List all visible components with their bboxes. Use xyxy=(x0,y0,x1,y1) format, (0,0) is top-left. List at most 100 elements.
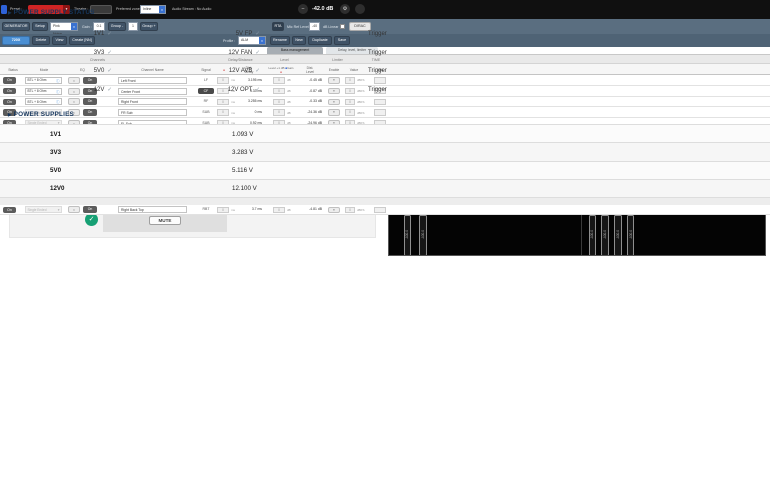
eq-on-button[interactable]: On xyxy=(83,109,97,117)
gain-stepper[interactable]: 0.1 xyxy=(93,22,105,31)
channel-on-button[interactable]: On xyxy=(3,98,16,106)
signal-label[interactable]: LF xyxy=(203,77,209,82)
limiter-enable-button[interactable]: ≡ xyxy=(328,87,340,95)
profile-dropdown[interactable]: ALM xyxy=(238,36,266,45)
preferred-zone-dropdown[interactable]: Inline xyxy=(140,5,166,14)
delay-stepper[interactable]: 0 xyxy=(217,98,229,106)
level-stepper[interactable]: 0 xyxy=(273,98,285,106)
eq-on-button[interactable]: On xyxy=(83,98,97,106)
signal-label[interactable]: RF xyxy=(203,99,209,104)
generator-button[interactable]: GENERATOR xyxy=(2,22,30,31)
channel-name-input[interactable]: Left Front xyxy=(118,76,187,84)
group-plus-button[interactable]: Group + xyxy=(140,22,158,31)
mode-dropdown[interactable]: BTL + 8 Ohm ⓘ xyxy=(25,76,62,84)
channel-on-button[interactable]: On xyxy=(3,206,16,214)
eq-edit-button[interactable]: ≈ xyxy=(68,206,80,214)
dim-icon[interactable]: − xyxy=(298,4,308,14)
mode-dropdown[interactable]: BTL + 8 Ohm ⓘ xyxy=(25,87,62,95)
channel-on-button[interactable]: On xyxy=(3,87,16,95)
preset-dropdown[interactable] xyxy=(28,5,70,14)
eq-edit-button[interactable]: ≈ xyxy=(68,109,80,117)
linear-checkbox[interactable] xyxy=(340,24,345,29)
mic-ref-stepper[interactable]: -40 xyxy=(309,22,320,31)
tab-bass-management[interactable]: Bass management xyxy=(267,47,323,54)
level-stepper[interactable]: 0 xyxy=(273,87,285,95)
channel-name-input[interactable]: Right Front xyxy=(118,98,187,106)
source-dropdown[interactable]: Pink Noise xyxy=(50,22,78,36)
limiter-enable-button[interactable]: ≡ xyxy=(328,109,340,116)
channel-name-input[interactable]: Right Back Top xyxy=(118,206,187,214)
mic-ref-label: Mic Ref Level xyxy=(287,25,309,29)
topbar-toggle[interactable] xyxy=(1,5,7,14)
eq-on-button[interactable]: On xyxy=(83,87,97,95)
signal-label[interactable]: SUB xyxy=(202,120,210,125)
model-button[interactable]: 720X xyxy=(2,36,30,45)
channel-on-button[interactable]: On xyxy=(3,77,16,84)
mode-dropdown[interactable]: Single Ended▾ xyxy=(25,109,62,117)
level-stepper[interactable]: 0 xyxy=(273,206,285,214)
eq-on-button[interactable]: On xyxy=(83,206,97,214)
channel-on-button[interactable]: On xyxy=(3,109,16,116)
cut-stepper[interactable] xyxy=(374,77,386,84)
limiter-value-unit: dBFS xyxy=(357,121,365,125)
limiter-value-stepper[interactable]: 0 xyxy=(345,98,355,106)
cut-stepper[interactable] xyxy=(374,87,386,95)
signal-label[interactable]: CF xyxy=(198,87,214,95)
level-stepper[interactable]: 0 xyxy=(273,77,285,84)
limiter-value-stepper[interactable]: 0 xyxy=(345,87,355,95)
limiter-enable-button[interactable]: ≡ xyxy=(328,98,340,106)
eq-edit-button[interactable]: ≈ xyxy=(68,98,80,106)
group-value[interactable]: 1 xyxy=(128,22,138,31)
limiter-value-stepper[interactable]: 0 xyxy=(345,206,355,214)
limiter-value-stepper[interactable]: 0 xyxy=(345,77,355,84)
delay-stepper[interactable]: 0 xyxy=(217,77,229,84)
eq-edit-button[interactable]: ≈ xyxy=(68,76,80,84)
col-enable: Enable xyxy=(328,67,340,72)
mode-dropdown[interactable]: BTL + 8 Ohm ⓘ xyxy=(25,98,62,106)
group-minus-button[interactable]: Group - xyxy=(108,22,126,31)
mute-button[interactable]: MUTE xyxy=(149,216,181,225)
limiter-enable-button[interactable]: ≡ xyxy=(328,77,340,84)
channel-name-input[interactable]: Center Front xyxy=(118,87,187,95)
channel-ok-icon: ✓ xyxy=(85,213,98,226)
save-button[interactable]: Save xyxy=(334,36,350,45)
theatre-dropdown[interactable] xyxy=(90,5,112,14)
signal-label[interactable]: RBT xyxy=(202,207,210,212)
group-level: Level xyxy=(280,57,289,62)
delay-stepper[interactable]: 0 xyxy=(217,109,229,116)
setup-button[interactable]: Setup xyxy=(32,22,48,31)
level-unit: dB xyxy=(287,99,291,104)
meter-bar: -100.0 xyxy=(601,214,609,255)
eq-on-button[interactable]: On xyxy=(83,119,97,127)
create-button[interactable]: Create [NN] xyxy=(69,36,95,45)
cut-stepper[interactable] xyxy=(374,98,386,106)
new-button[interactable]: New xyxy=(292,36,306,45)
dirac-button[interactable]: DIRAC xyxy=(349,22,371,31)
limiter-value-stepper[interactable]: 0 xyxy=(345,109,355,116)
channel-on-button[interactable]: On xyxy=(3,120,16,127)
level-stepper[interactable]: 0 xyxy=(273,109,285,116)
round-icon[interactable] xyxy=(355,4,365,14)
limiter-enable-button[interactable]: ≡ xyxy=(328,206,340,214)
mode-dropdown[interactable]: Single Ended▾ xyxy=(25,206,62,214)
table-row: On BTL + 8 Ohm ⓘ ≈ On Left Front LF 0 ms 3.195 ms… xyxy=(0,75,770,86)
cut-stepper[interactable] xyxy=(374,206,386,214)
channel-name-input[interactable]: FR Sub xyxy=(118,109,187,117)
delay-stepper[interactable]: 0 xyxy=(217,87,229,95)
meter-value: -100.0 xyxy=(628,230,633,240)
rta-button[interactable]: RTA xyxy=(272,22,284,31)
view-button[interactable]: View xyxy=(52,36,67,45)
col-dist-level: Dist. Level xyxy=(305,65,315,74)
delete-button[interactable]: Delete xyxy=(32,36,50,45)
eq-edit-button[interactable]: ≈ xyxy=(68,87,80,95)
col-mode: Mode xyxy=(39,67,49,72)
meter-value: -100.0 xyxy=(615,230,620,240)
delay-stepper[interactable]: 0 xyxy=(217,206,229,214)
rename-button[interactable]: Rename xyxy=(270,36,290,45)
cut-stepper[interactable] xyxy=(374,109,386,116)
tab-delay-level-limiter[interactable]: Delay, level, limiter xyxy=(326,47,378,54)
signal-label[interactable]: SUB xyxy=(202,109,210,114)
gear-icon[interactable]: ⚙ xyxy=(340,4,350,14)
duplicate-button[interactable]: Duplicate xyxy=(308,36,332,45)
eq-on-button[interactable]: On xyxy=(83,76,97,84)
